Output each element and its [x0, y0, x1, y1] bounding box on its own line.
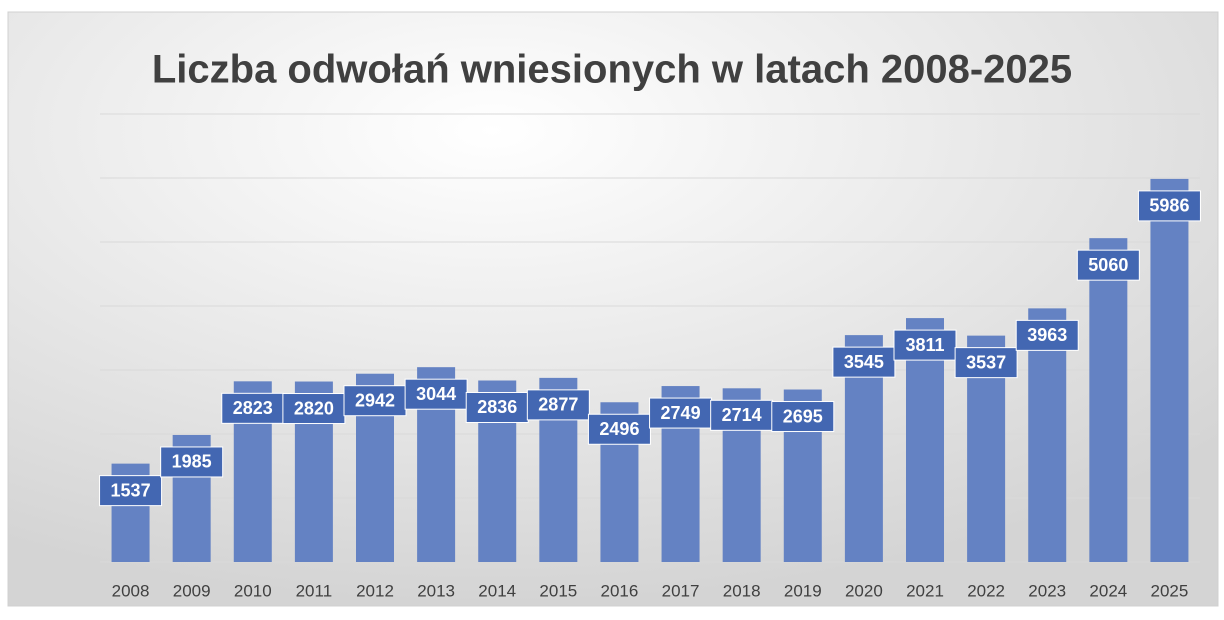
x-tick-label: 2009	[173, 581, 211, 600]
x-tick-label: 2015	[539, 581, 577, 600]
x-tick-label: 2010	[234, 581, 272, 600]
data-label: 1985	[172, 452, 212, 472]
x-tick-label: 2011	[296, 581, 333, 600]
x-tick-label: 2019	[784, 581, 822, 600]
x-tick-label: 2017	[662, 581, 700, 600]
data-label: 2714	[722, 405, 762, 425]
data-label-box	[1076, 249, 1140, 281]
data-label-box	[343, 385, 407, 417]
data-label: 5986	[1149, 196, 1189, 216]
data-label: 3811	[905, 335, 944, 355]
x-tick-label: 2023	[1028, 581, 1066, 600]
data-label: 3044	[416, 384, 456, 404]
data-label-box	[1015, 319, 1079, 351]
data-label-box	[954, 347, 1018, 379]
data-label-box	[465, 391, 529, 423]
x-tick-label: 2008	[112, 581, 150, 600]
x-tick-label: 2024	[1089, 581, 1127, 600]
x-tick-label: 2014	[478, 581, 516, 600]
data-label: 2496	[599, 419, 639, 439]
x-tick-label: 2021	[906, 581, 944, 600]
x-tick-label: 2018	[723, 581, 761, 600]
x-tick-label: 2013	[417, 581, 455, 600]
data-label-box	[404, 378, 468, 410]
data-label: 2836	[477, 397, 517, 417]
data-label: 5060	[1088, 255, 1128, 275]
data-label-box	[771, 401, 835, 433]
data-label: 2695	[783, 406, 823, 426]
data-label: 2820	[294, 398, 334, 418]
data-label: 2749	[661, 403, 701, 423]
data-label: 2823	[233, 398, 273, 418]
data-label-box	[710, 399, 774, 431]
data-label: 2942	[355, 390, 395, 410]
data-label-box	[160, 446, 224, 478]
bar	[1089, 238, 1128, 562]
x-tick-label: 2022	[967, 581, 1005, 600]
data-label-box	[893, 329, 957, 361]
data-label-box	[526, 389, 590, 421]
data-label-box	[832, 346, 896, 378]
x-tick-label: 2012	[356, 581, 394, 600]
data-label: 3963	[1027, 325, 1067, 345]
x-tick-label: 2020	[845, 581, 883, 600]
x-tick-label: 2016	[601, 581, 639, 600]
bar	[1150, 178, 1189, 562]
data-label-box	[587, 413, 651, 445]
chart-title: Liczba odwołań wniesionych w latach 2008…	[152, 48, 1072, 92]
data-label: 3537	[966, 352, 1006, 372]
data-label: 2877	[538, 395, 578, 415]
data-label: 3545	[844, 352, 884, 372]
data-label-box	[99, 475, 163, 507]
data-label-box	[1137, 190, 1201, 222]
x-tick-label: 2025	[1151, 581, 1189, 600]
data-label: 1537	[111, 480, 151, 500]
